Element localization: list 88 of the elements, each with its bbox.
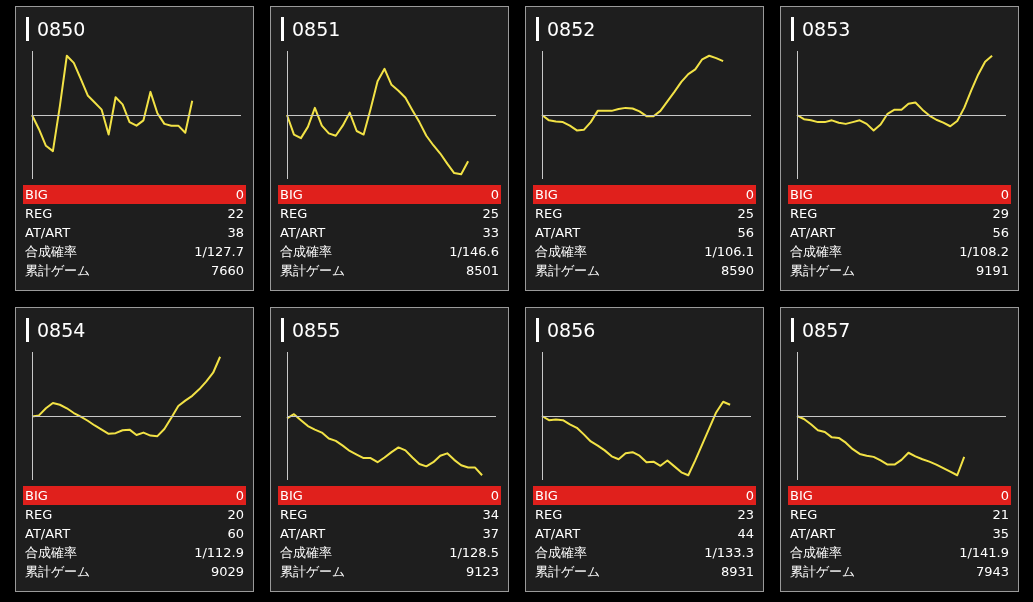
text: 0 bbox=[1000, 487, 1009, 505]
text: 44 bbox=[737, 525, 754, 543]
text: 累計ゲーム bbox=[280, 563, 345, 581]
text: 23 bbox=[737, 506, 754, 524]
text: 9029 bbox=[210, 563, 244, 581]
text: BIG bbox=[790, 487, 813, 505]
text: 0 bbox=[235, 487, 244, 505]
text: 8501 bbox=[465, 262, 499, 280]
chart-title: 0857 bbox=[791, 318, 851, 342]
text: 1/106.1 bbox=[704, 243, 754, 261]
chart-title: 0851 bbox=[281, 17, 341, 41]
text: REG bbox=[535, 506, 563, 524]
text: 7660 bbox=[210, 262, 244, 280]
text: 1/133.3 bbox=[704, 544, 754, 562]
text: 37 bbox=[482, 525, 499, 543]
text: 20 bbox=[227, 506, 244, 524]
text: 累計ゲーム bbox=[535, 563, 600, 581]
text: 29 bbox=[992, 205, 1009, 223]
text: BIG bbox=[790, 186, 813, 204]
text: 0 bbox=[235, 186, 244, 204]
text: 合成確率 bbox=[790, 544, 842, 562]
text: REG bbox=[790, 205, 818, 223]
text: 合成確率 bbox=[535, 544, 587, 562]
text: 7943 bbox=[975, 563, 1009, 581]
chart-title: 0852 bbox=[536, 17, 596, 41]
text: BIG bbox=[25, 186, 48, 204]
text: BIG bbox=[535, 487, 558, 505]
text: 33 bbox=[482, 224, 499, 242]
text: AT/ART bbox=[790, 224, 836, 242]
text: 9191 bbox=[975, 262, 1009, 280]
text: 8931 bbox=[720, 563, 754, 581]
text: 56 bbox=[737, 224, 754, 242]
text: 8590 bbox=[720, 262, 754, 280]
text: 合成確率 bbox=[280, 544, 332, 562]
text: 21 bbox=[992, 506, 1009, 524]
text: BIG bbox=[535, 186, 558, 204]
text: 0 bbox=[1000, 186, 1009, 204]
text: 累計ゲーム bbox=[280, 262, 345, 280]
chart-title: 0856 bbox=[536, 318, 596, 342]
text: 60 bbox=[227, 525, 244, 543]
chart-title: 0853 bbox=[791, 17, 851, 41]
text: 累計ゲーム bbox=[25, 563, 90, 581]
text: REG bbox=[535, 205, 563, 223]
text: AT/ART bbox=[280, 525, 326, 543]
text: 22 bbox=[227, 205, 244, 223]
text: REG bbox=[790, 506, 818, 524]
text: 合成確率 bbox=[25, 544, 77, 562]
text: AT/ART bbox=[790, 525, 836, 543]
text: AT/ART bbox=[535, 525, 581, 543]
text: REG bbox=[280, 506, 308, 524]
text: AT/ART bbox=[25, 224, 71, 242]
text: 合成確率 bbox=[280, 243, 332, 261]
text: 25 bbox=[737, 205, 754, 223]
chart-title: 0855 bbox=[281, 318, 341, 342]
text: 9123 bbox=[465, 563, 499, 581]
text: 1/128.5 bbox=[449, 544, 499, 562]
text: 1/127.7 bbox=[194, 243, 244, 261]
text: 合成確率 bbox=[790, 243, 842, 261]
text: 34 bbox=[482, 506, 499, 524]
text: 1/141.9 bbox=[959, 544, 1009, 562]
text: BIG bbox=[25, 487, 48, 505]
text: 累計ゲーム bbox=[535, 262, 600, 280]
text: BIG bbox=[280, 487, 303, 505]
text: 累計ゲーム bbox=[25, 262, 90, 280]
text: 56 bbox=[992, 224, 1009, 242]
text: 0 bbox=[490, 487, 499, 505]
chart-title: 0850 bbox=[26, 17, 86, 41]
text: 38 bbox=[227, 224, 244, 242]
text: REG bbox=[25, 205, 53, 223]
text: 35 bbox=[992, 525, 1009, 543]
text: 累計ゲーム bbox=[790, 262, 855, 280]
text: AT/ART bbox=[535, 224, 581, 242]
text: 25 bbox=[482, 205, 499, 223]
text: 0 bbox=[490, 186, 499, 204]
text: BIG bbox=[280, 186, 303, 204]
chart-title: 0854 bbox=[26, 318, 86, 342]
text: 0 bbox=[745, 186, 754, 204]
text: REG bbox=[280, 205, 308, 223]
text: AT/ART bbox=[25, 525, 71, 543]
text: 合成確率 bbox=[25, 243, 77, 261]
text: 1/146.6 bbox=[449, 243, 499, 261]
text: 1/108.2 bbox=[959, 243, 1009, 261]
text: 0 bbox=[745, 487, 754, 505]
text: AT/ART bbox=[280, 224, 326, 242]
text: 合成確率 bbox=[535, 243, 587, 261]
text: 累計ゲーム bbox=[790, 563, 855, 581]
text: 1/112.9 bbox=[194, 544, 244, 562]
text: REG bbox=[25, 506, 53, 524]
